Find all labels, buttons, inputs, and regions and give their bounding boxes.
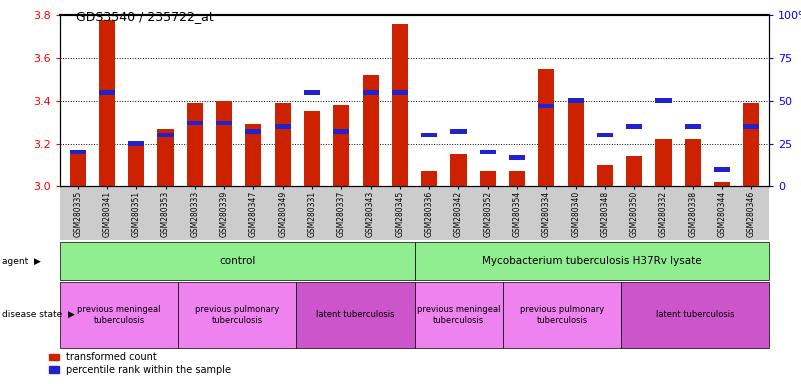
- Bar: [216, 121, 232, 125]
- Bar: [597, 132, 613, 137]
- Text: Mycobacterium tuberculosis H37Rv lysate: Mycobacterium tuberculosis H37Rv lysate: [482, 256, 702, 266]
- Text: GDS3540 / 235722_at: GDS3540 / 235722_at: [76, 10, 214, 23]
- Bar: [99, 20, 115, 186]
- Bar: [304, 90, 320, 94]
- Bar: [568, 101, 584, 186]
- Bar: [714, 182, 731, 186]
- Text: previous meningeal
tuberculosis: previous meningeal tuberculosis: [78, 305, 161, 324]
- Bar: [187, 103, 203, 186]
- Bar: [568, 98, 584, 103]
- Text: previous pulmonary
tuberculosis: previous pulmonary tuberculosis: [520, 305, 604, 324]
- Text: control: control: [219, 256, 256, 266]
- Bar: [743, 124, 759, 129]
- Bar: [128, 141, 144, 146]
- Bar: [626, 156, 642, 186]
- Bar: [685, 124, 701, 129]
- Bar: [597, 165, 613, 186]
- Text: previous pulmonary
tuberculosis: previous pulmonary tuberculosis: [195, 305, 280, 324]
- Bar: [655, 139, 671, 186]
- Legend: transformed count, percentile rank within the sample: transformed count, percentile rank withi…: [45, 348, 235, 379]
- Bar: [363, 90, 379, 94]
- Bar: [509, 155, 525, 159]
- Bar: [450, 129, 466, 134]
- Text: agent  ▶: agent ▶: [2, 257, 41, 266]
- Bar: [743, 103, 759, 186]
- Bar: [480, 171, 496, 186]
- Bar: [99, 90, 115, 94]
- Bar: [245, 129, 261, 134]
- Bar: [333, 129, 349, 134]
- Bar: [216, 101, 232, 186]
- Text: latent tuberculosis: latent tuberculosis: [656, 310, 735, 319]
- Text: previous meningeal
tuberculosis: previous meningeal tuberculosis: [417, 305, 501, 324]
- Bar: [685, 139, 701, 186]
- Bar: [626, 124, 642, 129]
- Bar: [275, 103, 291, 186]
- Bar: [480, 150, 496, 154]
- Bar: [70, 150, 86, 154]
- Bar: [245, 124, 261, 186]
- Bar: [158, 129, 174, 186]
- Text: disease state  ▶: disease state ▶: [2, 310, 74, 319]
- Bar: [275, 124, 291, 129]
- Bar: [714, 167, 731, 172]
- Bar: [509, 171, 525, 186]
- Bar: [363, 75, 379, 186]
- Bar: [392, 24, 408, 186]
- Bar: [333, 105, 349, 186]
- Bar: [70, 154, 86, 186]
- Bar: [450, 154, 466, 186]
- Bar: [538, 104, 554, 108]
- Bar: [158, 132, 174, 137]
- Bar: [392, 90, 408, 94]
- Text: latent tuberculosis: latent tuberculosis: [316, 310, 395, 319]
- Bar: [304, 111, 320, 186]
- Bar: [655, 98, 671, 103]
- Bar: [421, 132, 437, 137]
- Bar: [128, 146, 144, 186]
- Bar: [538, 69, 554, 186]
- Bar: [187, 121, 203, 125]
- Bar: [421, 171, 437, 186]
